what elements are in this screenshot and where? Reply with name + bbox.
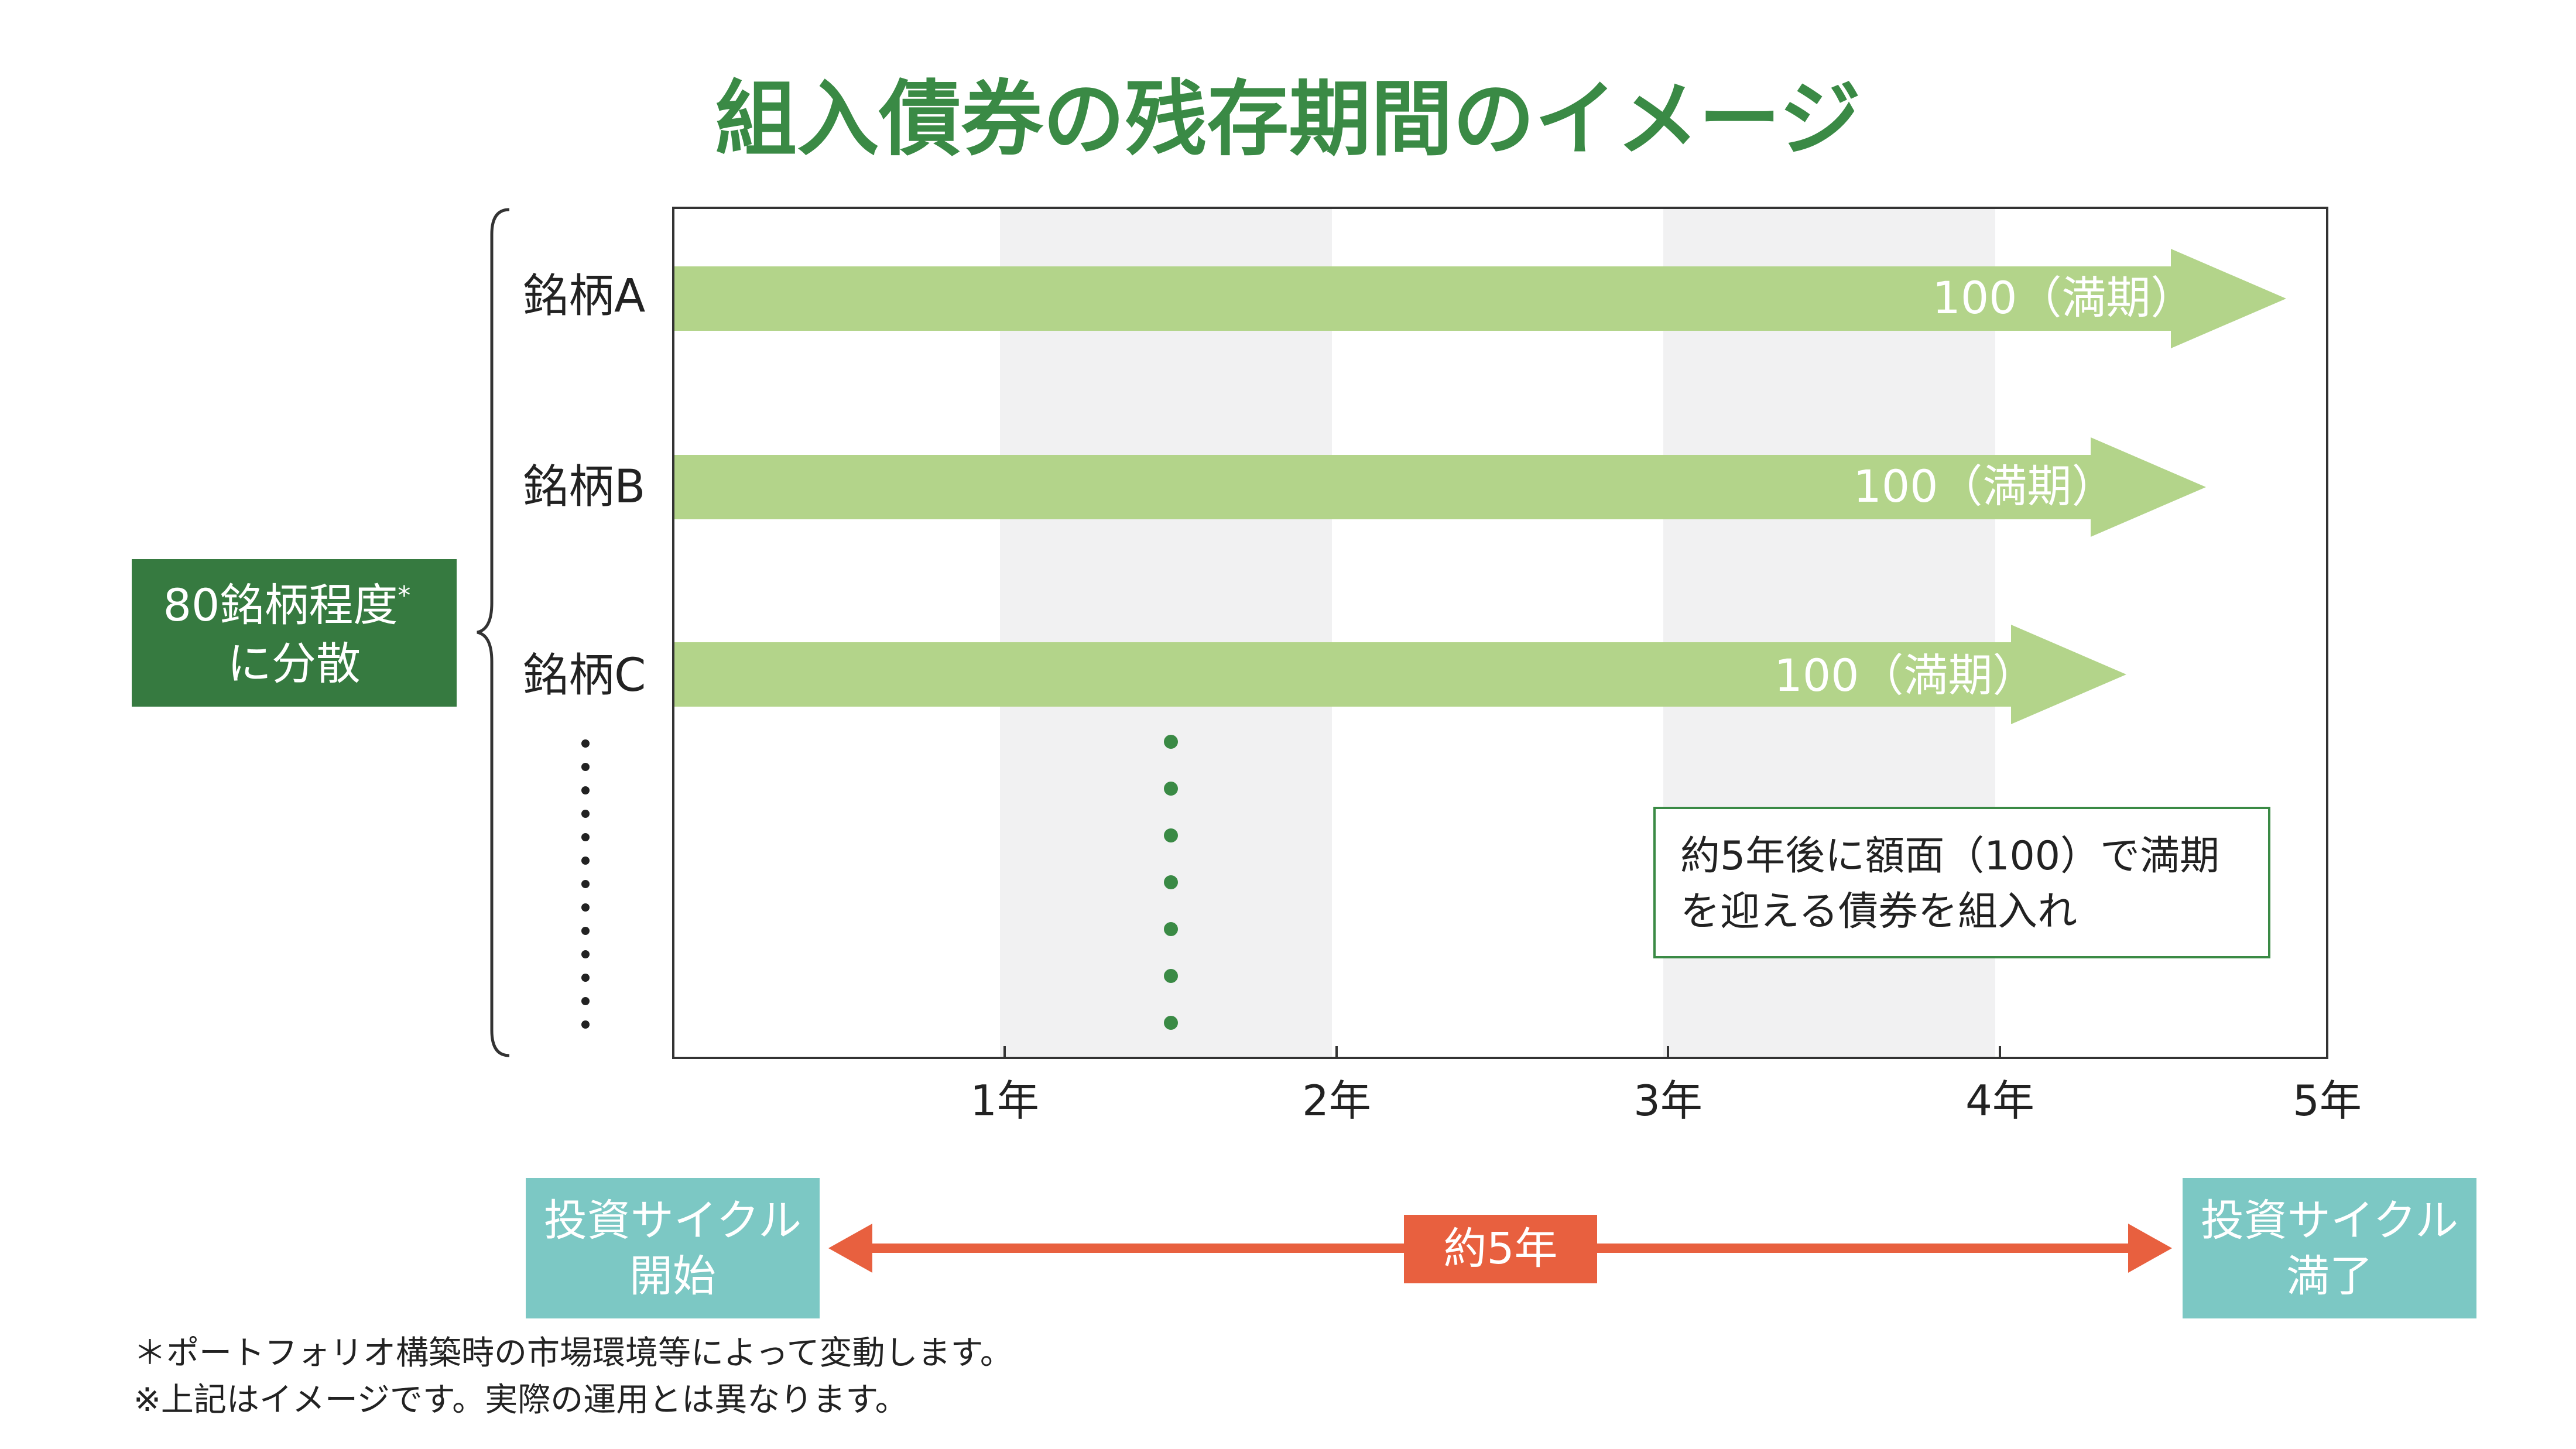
bond-name-a: 銘柄A [523, 270, 645, 323]
x-tick-label-1: 1年 [970, 1076, 1039, 1125]
curly-brace [477, 208, 510, 1057]
arrowhead-right [2128, 1224, 2172, 1273]
arrowhead-left [828, 1224, 872, 1273]
asterisk-mark: * [398, 581, 410, 611]
cycle-duration-arrow: 約5年 [828, 1215, 2172, 1283]
cycle-end-box: 投資サイクル 満了 [2183, 1178, 2476, 1318]
note-line2: を迎える債券を組入れ [1680, 889, 2077, 935]
bond-name-c: 銘柄C [523, 649, 646, 702]
cycle-start-line1: 投資サイクル [544, 1195, 801, 1246]
bond-arrow-b [674, 437, 2206, 537]
bond-row-a: 銘柄A 100（満期） [523, 249, 2286, 348]
cycle-end-line2: 満了 [2286, 1251, 2373, 1301]
cycle-start-line2: 開始 [629, 1251, 716, 1301]
page-title: 組入債券の残存期間のイメージ [715, 72, 1861, 167]
plot-area [672, 207, 2328, 1059]
bond-arrow-c [674, 625, 2126, 724]
shaded-band-1 [1000, 208, 1332, 1058]
continuation-dots-black [581, 739, 590, 1029]
footnote-2: ※上記はイメージです。実際の運用とは異なります。 [133, 1381, 908, 1419]
cycle-end-line1: 投資サイクル [2201, 1195, 2458, 1246]
x-tick-label-2: 2年 [1302, 1076, 1371, 1125]
diversification-label-line2: に分散 [227, 638, 361, 690]
diversification-label-line1: 80銘柄程度* [163, 579, 411, 631]
note-box: 約5年後に額面（100）で満期 を迎える債券を組入れ [1653, 807, 2270, 958]
bond-maturity-label-a: 100（満期） [1932, 272, 2195, 324]
continuation-dots-green [1164, 735, 1178, 1030]
bond-maturity-label-b: 100（満期） [1853, 460, 2116, 512]
bond-maturity-label-c: 100（満期） [1774, 649, 2037, 701]
bond-name-b: 銘柄B [523, 461, 646, 513]
cycle-duration-label: 約5年 [1443, 1224, 1557, 1274]
x-tick-label-5: 5年 [2293, 1076, 2362, 1125]
bond-row-c: 銘柄C 100（満期） [523, 625, 2126, 724]
x-tick-label-3: 3年 [1633, 1076, 1703, 1125]
bond-arrow-a [674, 249, 2286, 348]
cycle-start-box: 投資サイクル 開始 [526, 1178, 820, 1318]
note-line1: 約5年後に額面（100）で満期 [1680, 833, 2219, 879]
bond-row-b: 銘柄B 100（満期） [523, 437, 2206, 537]
footnote-1: ＊ポートフォリオ構築時の市場環境等によって変動します。 [133, 1334, 1013, 1372]
x-axis-labels: 1年 2年 3年 4年 5年 [970, 1076, 2362, 1125]
diversification-box: 80銘柄程度* に分散 [132, 559, 457, 707]
plot-frame [672, 207, 2328, 1059]
tick-marks [1003, 1046, 2001, 1058]
x-tick-label-4: 4年 [1965, 1076, 2034, 1125]
